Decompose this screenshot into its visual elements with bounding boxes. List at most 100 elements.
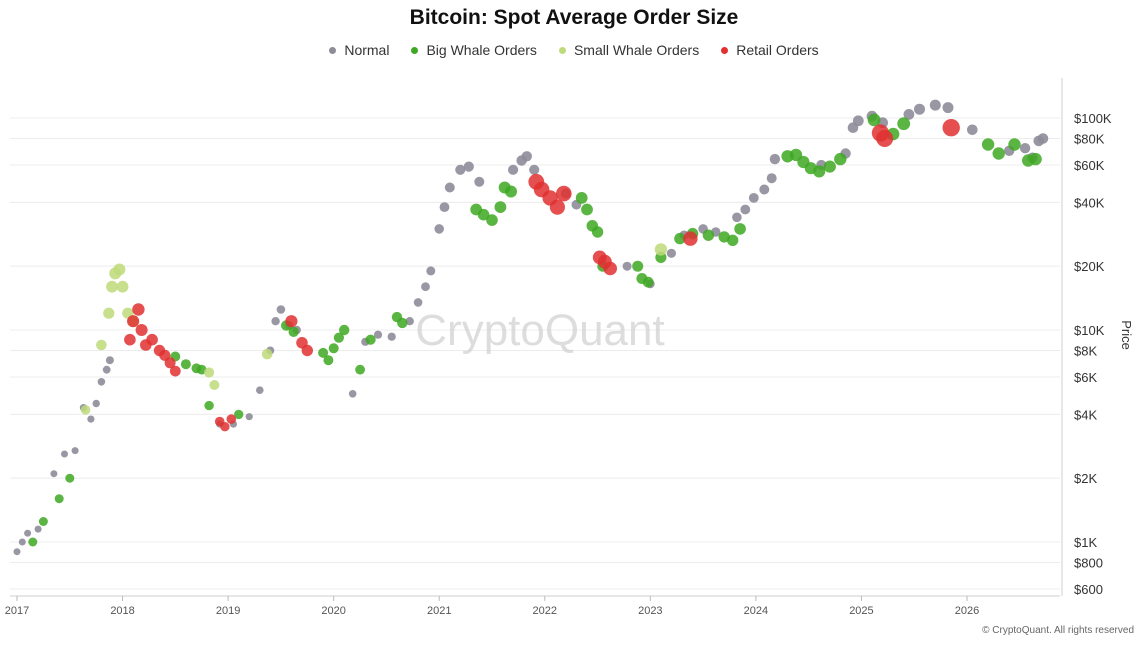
data-point: [164, 357, 176, 369]
grid-lines: [10, 117, 1060, 590]
legend-item-normal[interactable]: Normal: [329, 42, 389, 58]
data-point: [439, 202, 450, 213]
data-point: [575, 192, 588, 204]
legend-label: Normal: [344, 42, 390, 58]
data-point: [50, 470, 58, 478]
data-point: [581, 203, 593, 216]
y-tick-label: $80K: [1074, 132, 1105, 147]
data-point: [397, 317, 408, 329]
legend-item-retail[interactable]: Retail Orders: [721, 42, 819, 58]
x-tick-label: 2022: [533, 605, 557, 617]
data-point: [549, 199, 566, 215]
x-tick-label: 2021: [427, 605, 451, 617]
axes: $100K $80K $60K $40K $20K $10K $8K $6K $4K $2K $1K…: [5, 78, 1112, 617]
x-tick-label: 2020: [321, 605, 345, 617]
chart-legend: Normal Big Whale Orders Small Whale Orde…: [0, 42, 1148, 58]
data-point: [474, 176, 485, 187]
data-point: [759, 184, 770, 195]
legend-label: Retail Orders: [736, 42, 819, 58]
y-axis-title: Price: [1119, 320, 1134, 350]
data-point: [261, 348, 273, 360]
legend-item-small-whale[interactable]: Small Whale Orders: [558, 42, 699, 58]
data-point: [333, 332, 344, 343]
data-point: [769, 153, 781, 165]
data-point: [80, 405, 91, 415]
data-point: [683, 231, 698, 246]
data-point: [1008, 138, 1021, 151]
data-point: [914, 103, 925, 115]
y-tick-label: $6K: [1074, 370, 1097, 385]
data-point: [373, 330, 383, 339]
y-tick-label: $600: [1074, 582, 1103, 597]
legend-marker-icon: [411, 46, 419, 54]
data-point: [702, 229, 715, 241]
data-point: [1037, 133, 1049, 144]
data-point: [666, 248, 677, 258]
x-tick-label: 2023: [638, 605, 662, 617]
data-point: [234, 409, 244, 420]
data-point: [823, 160, 836, 173]
data-point: [486, 214, 498, 226]
data-point: [323, 355, 334, 366]
data-point: [967, 124, 978, 136]
data-point: [405, 317, 414, 326]
data-point: [463, 161, 474, 172]
data-point: [903, 109, 915, 120]
x-tick-label: 2018: [110, 605, 134, 617]
data-point: [413, 298, 423, 307]
data-point: [169, 365, 181, 377]
legend-item-big-whale[interactable]: Big Whale Orders: [411, 42, 537, 58]
data-point: [740, 204, 751, 215]
data-point: [102, 365, 111, 374]
data-point: [276, 305, 286, 314]
data-point: [444, 182, 455, 193]
data-point: [732, 212, 742, 223]
x-tick-label: 2025: [849, 605, 873, 617]
legend-marker-icon: [558, 46, 566, 54]
data-point: [285, 315, 298, 328]
data-point: [97, 378, 106, 386]
y-tick-label: $2K: [1074, 471, 1097, 486]
data-point: [766, 173, 777, 184]
data-point: [103, 307, 115, 319]
watermark-text: CryptoQuant: [415, 306, 664, 355]
data-point: [355, 364, 365, 375]
data-point: [180, 359, 191, 370]
data-point: [556, 185, 572, 202]
data-point: [505, 185, 517, 198]
data-point: [116, 280, 129, 293]
series-retail-orders: [124, 119, 960, 432]
data-point: [748, 193, 759, 203]
data-point: [96, 339, 107, 351]
data-point: [727, 234, 739, 246]
data-point: [654, 243, 668, 256]
data-point: [318, 347, 329, 358]
data-point: [146, 333, 158, 346]
data-point: [54, 494, 64, 504]
data-point: [13, 548, 21, 556]
data-point: [65, 473, 75, 483]
data-point: [734, 223, 746, 235]
data-points: [13, 99, 1049, 556]
data-point: [981, 138, 995, 151]
data-point: [18, 538, 26, 546]
data-point: [124, 333, 136, 346]
data-point: [204, 400, 214, 411]
data-point: [288, 326, 299, 337]
data-point: [271, 317, 280, 326]
data-point: [674, 232, 686, 245]
data-point: [135, 324, 148, 336]
data-point: [477, 208, 490, 221]
data-point: [942, 119, 960, 137]
data-point: [127, 315, 140, 328]
data-point: [28, 537, 38, 547]
legend-label: Big Whale Orders: [426, 42, 537, 58]
data-point: [494, 201, 507, 214]
data-point: [387, 332, 396, 341]
data-point: [942, 102, 954, 114]
y-tick-label: $10K: [1074, 323, 1105, 338]
y-tick-label: $20K: [1074, 259, 1105, 274]
data-point: [897, 117, 911, 131]
data-point: [226, 414, 237, 424]
data-point: [529, 164, 540, 175]
